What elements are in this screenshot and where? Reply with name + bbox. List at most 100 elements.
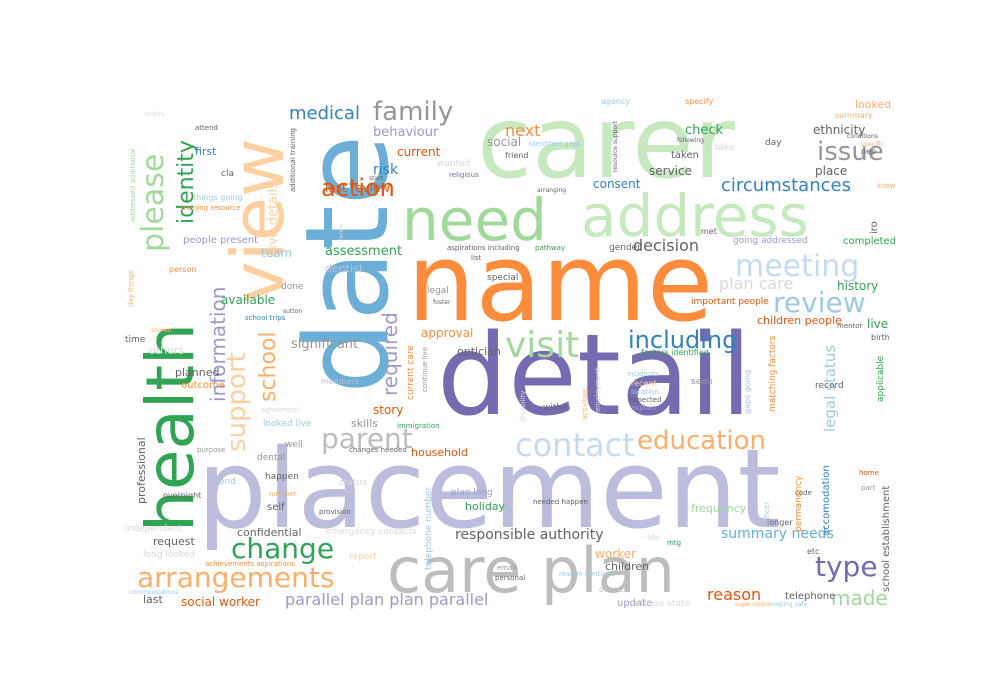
word-required: required xyxy=(378,312,402,396)
word-school: school xyxy=(256,331,281,402)
word-birth: birth xyxy=(871,333,890,342)
word-home: home xyxy=(859,469,879,477)
word-story: story xyxy=(373,403,403,417)
word-made: made xyxy=(831,586,888,610)
word-important-people: important people xyxy=(691,297,769,307)
word-view: view xyxy=(216,138,300,304)
word-sutton: sutton xyxy=(283,308,302,315)
word-gender: gender xyxy=(609,243,641,253)
word-independent: independent xyxy=(125,524,182,534)
word-plan-long: plan long xyxy=(451,488,493,498)
word-visit: visit xyxy=(505,325,579,366)
word-special: special xyxy=(487,273,518,283)
word-approval: approval xyxy=(421,326,473,340)
word-supervision: supervision xyxy=(735,601,770,608)
word-etc: etc xyxy=(807,547,819,556)
word-reason: reason xyxy=(707,585,761,604)
word-seen: seen xyxy=(691,377,712,387)
word-outcome: outcome xyxy=(181,380,225,391)
word-reason-continue: reason continue xyxy=(559,570,615,578)
word-family: family xyxy=(373,97,453,127)
word-care-plan: care plan xyxy=(387,534,675,607)
word-pep: pep xyxy=(861,147,876,156)
word-cloud: carer name detail placement date view he… xyxy=(125,92,895,610)
word-summary: summary xyxy=(835,111,873,120)
word-specific: specific xyxy=(861,141,884,148)
word-employment: employment xyxy=(594,367,602,412)
word-review: review xyxy=(773,286,866,319)
word-arrangements: arrangements xyxy=(137,561,334,594)
word-number: number xyxy=(269,490,296,498)
word-officer: officer xyxy=(763,502,771,524)
word-meeting: meeting xyxy=(735,249,859,284)
word-record: record xyxy=(815,381,844,391)
word-type: type xyxy=(815,550,878,583)
word-information: information xyxy=(206,287,230,402)
word-team: team xyxy=(261,246,292,260)
word-school-trips: school trips xyxy=(245,314,286,322)
word-life: life xyxy=(647,533,659,542)
word-telephone-number: telephone number xyxy=(424,486,434,570)
word-personal: personal xyxy=(495,574,525,582)
word-placement: placement xyxy=(197,425,781,553)
word-education: education xyxy=(637,426,766,456)
word-communications: communications xyxy=(129,589,179,596)
word-household: household xyxy=(411,446,468,459)
word-support: support xyxy=(222,352,252,452)
word-status: status xyxy=(339,478,367,488)
word-mentor: mentor xyxy=(837,322,863,330)
word-next: next xyxy=(505,121,540,140)
word-looked-live: looked live xyxy=(263,419,312,429)
word-long-looked: long looked xyxy=(143,550,195,560)
word-time: time xyxy=(125,335,146,345)
word-additional-training: additional training xyxy=(289,128,297,192)
word-email: email xyxy=(497,564,516,572)
word-identity: identity xyxy=(174,140,199,224)
word-longer: longer xyxy=(767,518,793,527)
word-current-care: current care xyxy=(406,345,416,400)
word-factors-identified: factors identified xyxy=(641,348,709,357)
word-disability: disability xyxy=(519,391,527,423)
word-responsible: responsible authority xyxy=(455,527,604,543)
word-explain: explain xyxy=(631,404,656,412)
word-friend: friend xyxy=(505,151,528,160)
word-legal: legal xyxy=(427,286,449,296)
word-worker: worker xyxy=(595,547,636,561)
word-start: start xyxy=(369,175,384,182)
word-iro: iro xyxy=(869,221,880,234)
word-taken: taken xyxy=(671,150,699,161)
word-overnight: overnight xyxy=(163,491,201,500)
word-skills: skills xyxy=(351,417,378,430)
word-offence: offence xyxy=(599,585,629,594)
word-detail: detail xyxy=(437,311,752,441)
word-address: address xyxy=(581,182,809,250)
word-identified-gaps: identified gaps xyxy=(529,140,581,148)
word-service: service xyxy=(649,164,692,178)
word-list: list xyxy=(471,254,482,262)
word-day-things: day things xyxy=(127,270,135,307)
word-met: met xyxy=(701,227,717,236)
word-achievements-aspirations: achievements aspirations xyxy=(205,560,295,568)
word-please-state: please state xyxy=(635,599,691,609)
word-social: social xyxy=(487,135,521,149)
word-arranging: arranging xyxy=(537,187,566,194)
word-confidential: confidential xyxy=(237,526,302,539)
word-self: self xyxy=(267,502,285,513)
word-applicable: applicable xyxy=(876,355,886,402)
word-purpose: purpose xyxy=(197,446,225,454)
word-last: last xyxy=(143,593,164,606)
word-needed-happen: needed happen xyxy=(533,498,588,506)
word-known: known xyxy=(877,182,895,190)
word-activities: activities xyxy=(581,388,589,420)
word-done: done xyxy=(281,282,304,292)
word-health: health xyxy=(132,323,209,532)
word-date: date xyxy=(281,135,415,394)
word-update: update xyxy=(617,598,652,609)
word-location: location xyxy=(631,388,659,396)
word-others: others xyxy=(149,344,184,357)
word-people-present: people present xyxy=(183,235,258,246)
word-need: need xyxy=(402,186,547,254)
word-conditions: conditions xyxy=(847,133,878,140)
word-pathway: pathway xyxy=(535,244,565,252)
word-live: live xyxy=(867,317,888,331)
